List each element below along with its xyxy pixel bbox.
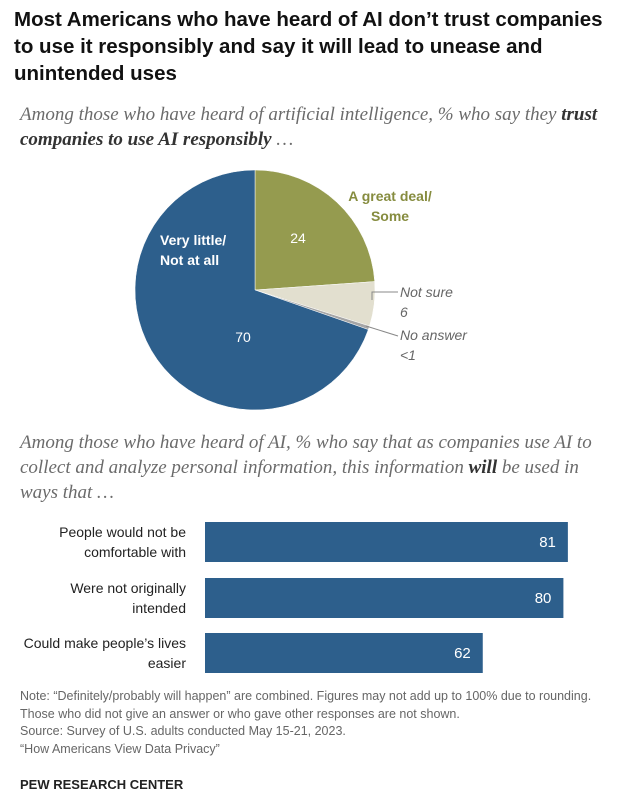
- footer: PEW RESEARCH CENTER: [20, 777, 184, 792]
- value-label: 6: [400, 304, 408, 320]
- notes: Note: “Definitely/probably will happen” …: [20, 688, 610, 758]
- title: Most Americans who have heard of AI don’…: [14, 8, 603, 85]
- leader-line: [365, 325, 399, 337]
- bar-label: People would not be comfortable with: [59, 524, 186, 560]
- source: Source: Survey of U.S. adults conducted …: [20, 724, 346, 738]
- value-label: 24: [290, 230, 306, 246]
- value-label: 62: [454, 645, 471, 662]
- leader-line: [371, 291, 398, 300]
- subtitle-part: Among those who have heard of AI, % who …: [20, 432, 592, 478]
- subtitle-part: be used in ways that …: [20, 457, 579, 503]
- pie-slice: [254, 169, 375, 291]
- bar: [205, 522, 568, 562]
- value-label: 81: [539, 534, 556, 551]
- subtitle-part: will: [468, 457, 498, 478]
- bar: [205, 633, 483, 673]
- pie-slice: [134, 169, 369, 411]
- subtitle-part: Among those who have heard of artificial…: [20, 104, 562, 125]
- value-label: <1: [400, 347, 416, 363]
- bar-subtitle: Among those who have heard of AI, % who …: [20, 430, 600, 505]
- slice-label: Not sure: [400, 284, 453, 300]
- note: Note: “Definitely/probably will happen” …: [20, 689, 592, 721]
- value-label: 70: [235, 329, 251, 345]
- bar-label: Were not originally intended: [70, 580, 186, 616]
- pie-subtitle: Among those who have heard of artificial…: [20, 102, 605, 152]
- bar-label: Could make people’s lives easier: [23, 635, 186, 671]
- subtitle-part: …: [271, 129, 294, 150]
- slice-label: No answer: [400, 327, 467, 343]
- bar: [205, 578, 564, 618]
- report: “How Americans View Data Privacy”: [20, 741, 220, 756]
- slice-label: A great deal/ Some: [348, 188, 432, 224]
- slice-label: Very little/ Not at all: [160, 232, 227, 268]
- value-label: 80: [535, 590, 552, 607]
- subtitle-part: trust companies to use AI responsibly: [20, 104, 598, 150]
